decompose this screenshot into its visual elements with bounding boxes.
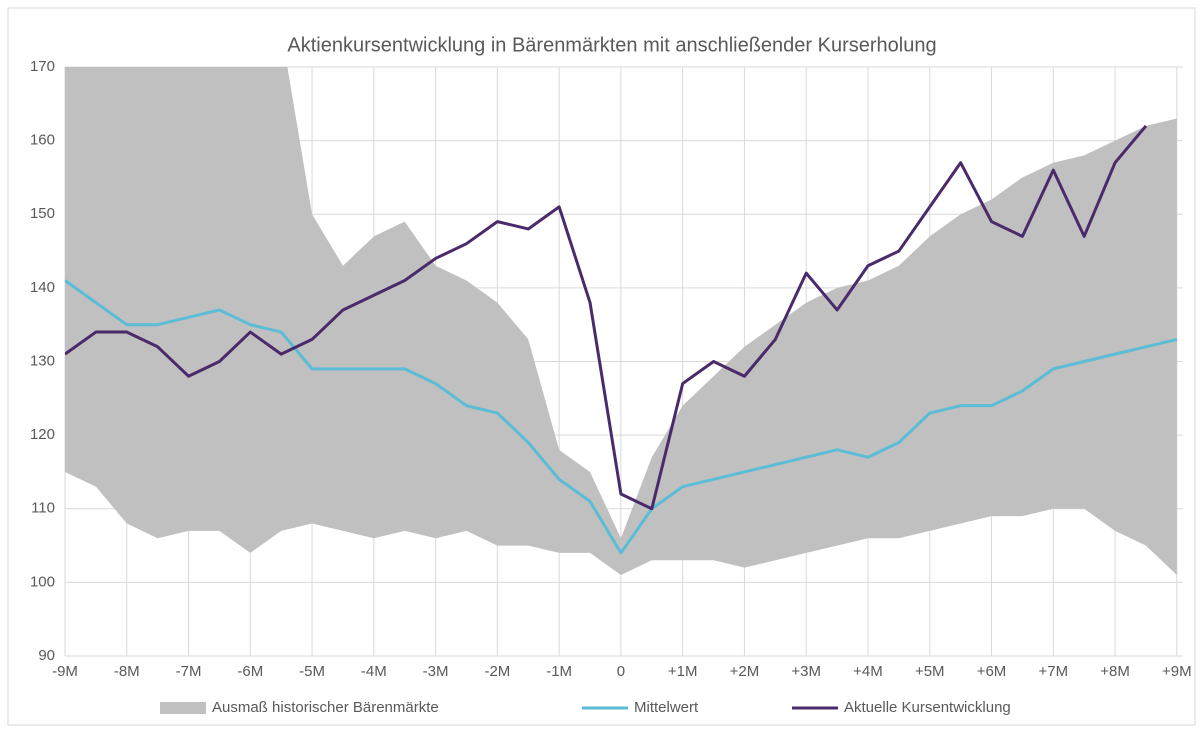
y-tick-label: 140 xyxy=(30,279,55,296)
x-tick-label: -1M xyxy=(546,663,572,680)
y-tick-label: 110 xyxy=(31,500,55,517)
y-tick-label: 90 xyxy=(38,647,55,664)
x-tick-label: +7M xyxy=(1038,663,1068,680)
series-line xyxy=(65,279,1178,555)
x-tick-label: -3M xyxy=(423,663,449,680)
x-tick-label: -5M xyxy=(299,663,325,680)
x-tick-label: -4M xyxy=(361,663,387,680)
y-tick-label: 150 xyxy=(30,205,55,222)
x-tick-label: +3M xyxy=(791,663,821,680)
x-tick-label: +8M xyxy=(1100,663,1130,680)
y-tick-label: 120 xyxy=(30,426,55,443)
y-tick-label: 170 xyxy=(30,58,55,75)
x-tick-label: -9M xyxy=(52,663,78,680)
x-tick-label: +1M xyxy=(668,663,698,680)
x-tick-label: -7M xyxy=(176,663,202,680)
y-tick-label: 100 xyxy=(30,573,55,590)
x-tick-label: -8M xyxy=(114,663,140,680)
legend-label: Mittelwert xyxy=(634,699,699,716)
x-tick-label: 0 xyxy=(617,663,625,680)
x-tick-label: +5M xyxy=(915,663,945,680)
x-tick-label: -2M xyxy=(484,663,510,680)
legend-label: Ausmaß historischer Bärenmärkte xyxy=(212,699,439,716)
x-tick-label: -6M xyxy=(237,663,263,680)
x-tick-label: +9M xyxy=(1162,663,1192,680)
x-tick-label: +6M xyxy=(977,663,1007,680)
chart-title: Aktienkursentwicklung in Bärenmärkten mi… xyxy=(287,34,936,56)
legend-swatch xyxy=(160,702,206,714)
y-tick-label: 130 xyxy=(30,352,55,369)
x-tick-label: +2M xyxy=(730,663,760,680)
x-tick-label: +4M xyxy=(853,663,883,680)
series-line xyxy=(65,124,1148,511)
legend-label: Aktuelle Kursentwicklung xyxy=(844,699,1011,716)
y-tick-label: 160 xyxy=(30,132,55,149)
range-band xyxy=(65,67,1177,576)
